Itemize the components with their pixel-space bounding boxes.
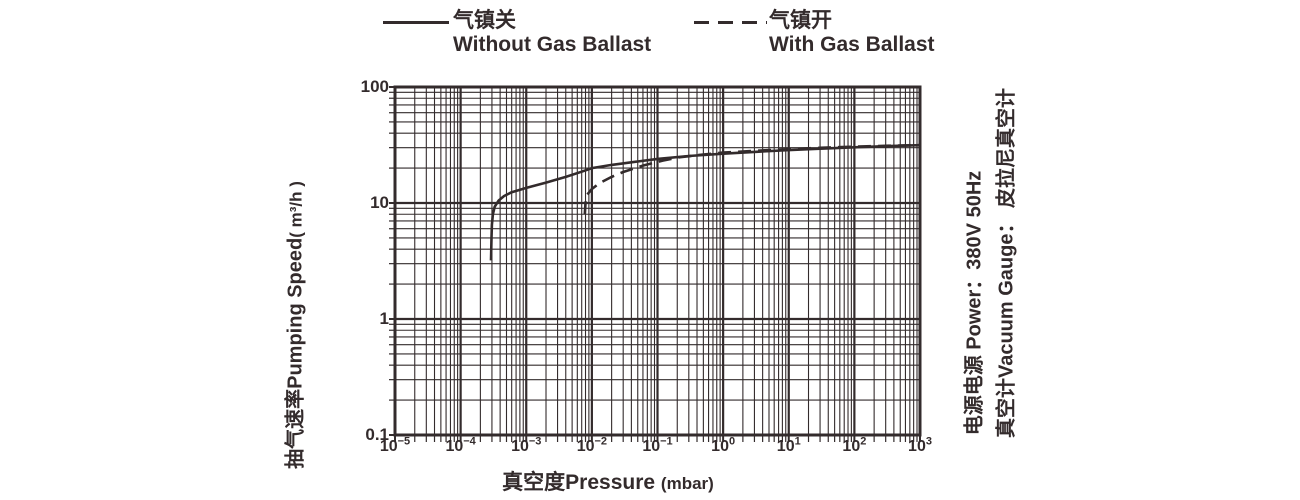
y-tick-label: 100 — [360, 77, 389, 96]
axis-border — [393, 85, 922, 437]
curve-with-gas-ballast — [583, 143, 921, 215]
y-tick-label: 0.1 — [365, 425, 389, 444]
x-tick-label: 100 — [711, 435, 736, 455]
y-tick-label: 1 — [379, 309, 389, 328]
legend-label-without-gas-ballast-zh: 气镇关 — [453, 9, 516, 32]
x-tick-label: 10−4 — [445, 435, 476, 455]
legend-label-with-gas-ballast-en: With Gas Ballast — [769, 33, 935, 56]
x-tick-label: 10−3 — [511, 435, 542, 455]
legend-dashed-line-swatch — [694, 21, 767, 24]
x-tick-label: 10−5 — [379, 435, 411, 455]
power-spec-note: 电源电源 Power：380V 50Hz — [963, 170, 986, 436]
x-axis-unit: (mbar) — [660, 474, 714, 493]
grid — [393, 85, 922, 437]
x-tick-label: 103 — [908, 435, 932, 455]
legend-label-without-gas-ballast-en: Without Gas Ballast — [453, 33, 652, 56]
y-axis-title-text: 抽气速率Pumping Speed — [284, 237, 307, 469]
x-axis-title: 真空度Pressure (mbar) — [502, 466, 714, 496]
x-axis-title-text: 真空度Pressure — [502, 471, 656, 494]
x-tick-label: 102 — [842, 435, 867, 455]
legend-label-with-gas-ballast-zh: 气镇开 — [769, 9, 832, 32]
y-axis-unit: ( m³/h ) — [286, 181, 306, 238]
curve-without-gas-ballast — [489, 143, 921, 261]
legend-solid-line-swatch — [383, 21, 449, 24]
y-axis-title: 抽气速率Pumping Speed( m³/h ) — [279, 181, 308, 469]
vacuum-gauge-note: 真空计Vacuum Gauge： 皮拉尼真空计 — [995, 87, 1018, 439]
x-tick-label: 10−1 — [642, 435, 673, 455]
x-tick-label: 101 — [776, 435, 801, 455]
y-tick-label: 10 — [370, 193, 389, 212]
x-tick-label: 10−2 — [576, 435, 608, 455]
